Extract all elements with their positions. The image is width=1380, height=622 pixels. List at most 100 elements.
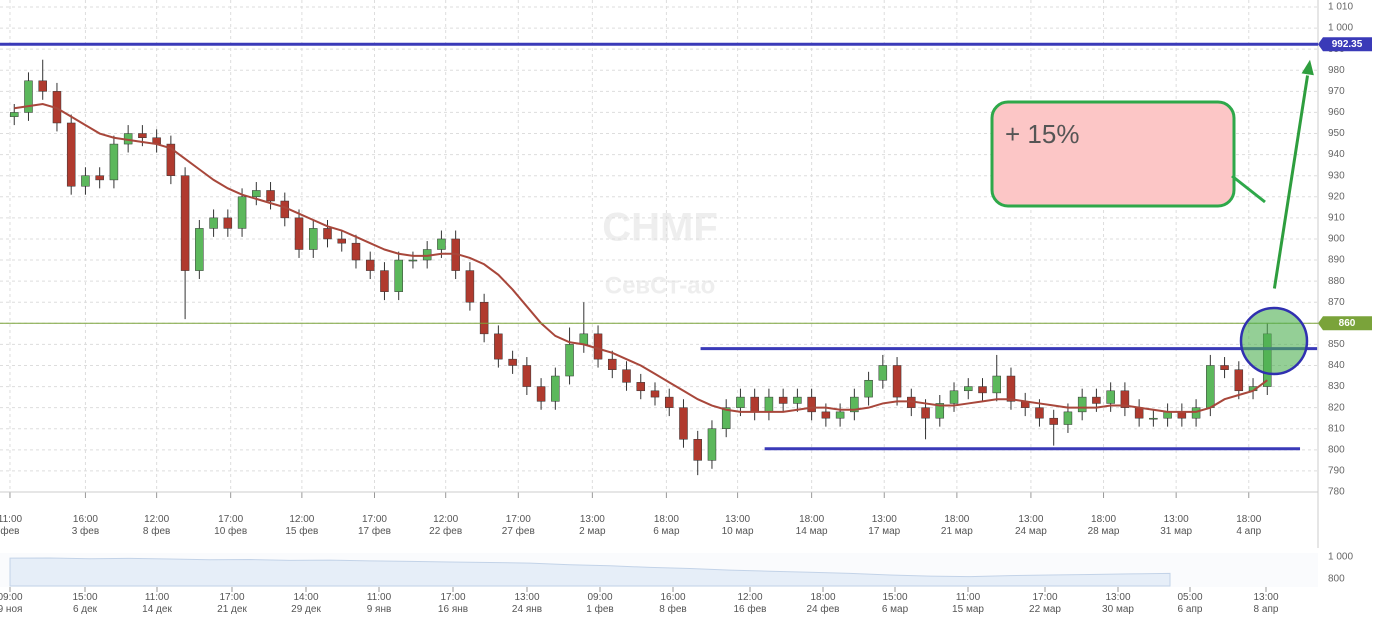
x-tick-label: 11:00 фев <box>0 514 23 537</box>
y-tick-label: 900 <box>1328 234 1345 245</box>
x-tick-label: 18:00 4 апр <box>1236 514 1262 537</box>
candle-body <box>964 386 973 392</box>
x-tick-label: 13:00 10 мар <box>721 514 754 537</box>
navigator-x-label: 11:00 15 мар <box>952 592 984 615</box>
candle-body <box>465 270 475 303</box>
candle-body <box>337 238 346 244</box>
candle-body <box>408 259 418 262</box>
x-tick-label: 12:00 22 фев <box>429 514 463 537</box>
candle-body <box>565 344 574 377</box>
candle-body <box>266 190 275 202</box>
price-tag-label: 860 <box>1339 318 1356 329</box>
x-tick-label: 17:00 17 фев <box>357 514 391 537</box>
candle-body <box>1063 411 1073 425</box>
moving-average <box>14 102 1268 413</box>
candle-body <box>593 333 603 360</box>
candle-body <box>664 396 674 408</box>
candle-body <box>707 428 717 461</box>
y-tick-label: 810 <box>1328 423 1345 434</box>
candle-body <box>807 396 816 413</box>
candle-body <box>9 112 19 117</box>
x-tick-label: 18:00 14 мар <box>795 514 828 537</box>
candle-body <box>180 175 190 271</box>
y-tick-label: 920 <box>1328 191 1345 202</box>
y-tick-label: 830 <box>1328 381 1345 392</box>
marks: 992.35 860 <box>0 37 1372 476</box>
y-tick-label: 1 000 <box>1328 23 1353 34</box>
y-tick-label: 940 <box>1328 149 1345 160</box>
y-tick-label: 800 <box>1328 444 1345 455</box>
x-tick-label: 13:00 31 мар <box>1160 514 1193 537</box>
candle-body <box>764 396 774 413</box>
candle-body <box>750 396 759 413</box>
candle-body <box>1035 407 1044 419</box>
candle-body <box>223 217 233 229</box>
y-tick-label: 850 <box>1328 339 1345 350</box>
candle-body <box>622 369 631 383</box>
candle-body <box>437 238 446 250</box>
candle-body <box>66 122 76 187</box>
candle-body <box>365 259 375 271</box>
navigator-x-label: 12:00 16 фев <box>733 592 767 615</box>
navigator-x-label: 18:00 24 фев <box>806 592 840 615</box>
navigator-x-label: 17:00 22 мар <box>1029 592 1061 615</box>
candle-body <box>81 175 90 187</box>
candle-body <box>1206 365 1215 408</box>
navigator-y-label: 1 000 <box>1328 552 1353 563</box>
highlight-circle <box>1239 306 1309 376</box>
callout-tail <box>1231 174 1266 204</box>
navigator-x-label: 09:00 1 фев <box>586 592 614 615</box>
navigator-x-label: 15:00 6 мар <box>881 592 909 615</box>
y-tick-label: 960 <box>1328 107 1345 118</box>
candle-body <box>1049 417 1058 425</box>
candle-body <box>921 407 930 419</box>
candle-body <box>237 196 247 229</box>
candle-body <box>252 190 261 198</box>
candle-body <box>95 175 104 181</box>
navigator-x-label: 13:00 30 мар <box>1102 592 1134 615</box>
x-tick-label: 12:00 15 фев <box>285 514 319 537</box>
x-tick-label: 12:00 8 фев <box>142 514 171 537</box>
candle-body <box>978 386 987 394</box>
candle-body <box>736 396 745 408</box>
y-tick-label: 780 <box>1328 487 1345 498</box>
navigator-x-label: 11:00 9 янв <box>366 592 392 615</box>
candle-body <box>380 270 389 292</box>
candle-body <box>109 143 119 181</box>
candle-body <box>479 301 489 335</box>
navigator-x-label: 15:00 6 дек <box>72 592 98 615</box>
x-tick-label: 13:00 24 мар <box>1014 514 1047 537</box>
price-tag <box>1318 316 1372 331</box>
candle-body <box>821 411 831 419</box>
y-tick-label: 790 <box>1328 466 1345 477</box>
navigator: 1 000 800 <box>9 552 1353 592</box>
candle-body <box>209 217 218 229</box>
candle-body <box>864 379 873 398</box>
candle-body <box>850 396 859 413</box>
candle-body <box>323 228 332 240</box>
candle-body <box>1149 417 1158 420</box>
arrow-head <box>1301 59 1314 76</box>
y-tick-label: 910 <box>1328 213 1345 224</box>
candle-body <box>935 403 945 419</box>
navigator-x-label: 11:00 14 дек <box>142 592 172 615</box>
candle-body <box>1092 396 1101 404</box>
x-tick-label: 13:00 2 мар <box>579 514 606 537</box>
x-tick-label: 18:00 6 мар <box>653 514 680 537</box>
candle-body <box>608 358 617 370</box>
y-tick-label: 1 010 <box>1328 2 1353 13</box>
y-tick-label: 970 <box>1328 86 1345 97</box>
navigator-x-label: 17:00 21 дек <box>217 592 247 615</box>
candle-body <box>650 390 660 398</box>
arrow-shaft <box>1272 75 1310 289</box>
navigator-x-label: 16:00 8 фев <box>659 592 687 615</box>
y-tick-label: 950 <box>1328 128 1345 139</box>
watermark-name: СевСт-ао <box>605 272 716 299</box>
candle-body <box>793 396 802 404</box>
y-tick-label: 840 <box>1328 360 1345 371</box>
y-tick-label: 820 <box>1328 402 1345 413</box>
candle-body <box>1234 369 1244 392</box>
x-tick-label: 13:00 17 мар <box>868 514 901 537</box>
